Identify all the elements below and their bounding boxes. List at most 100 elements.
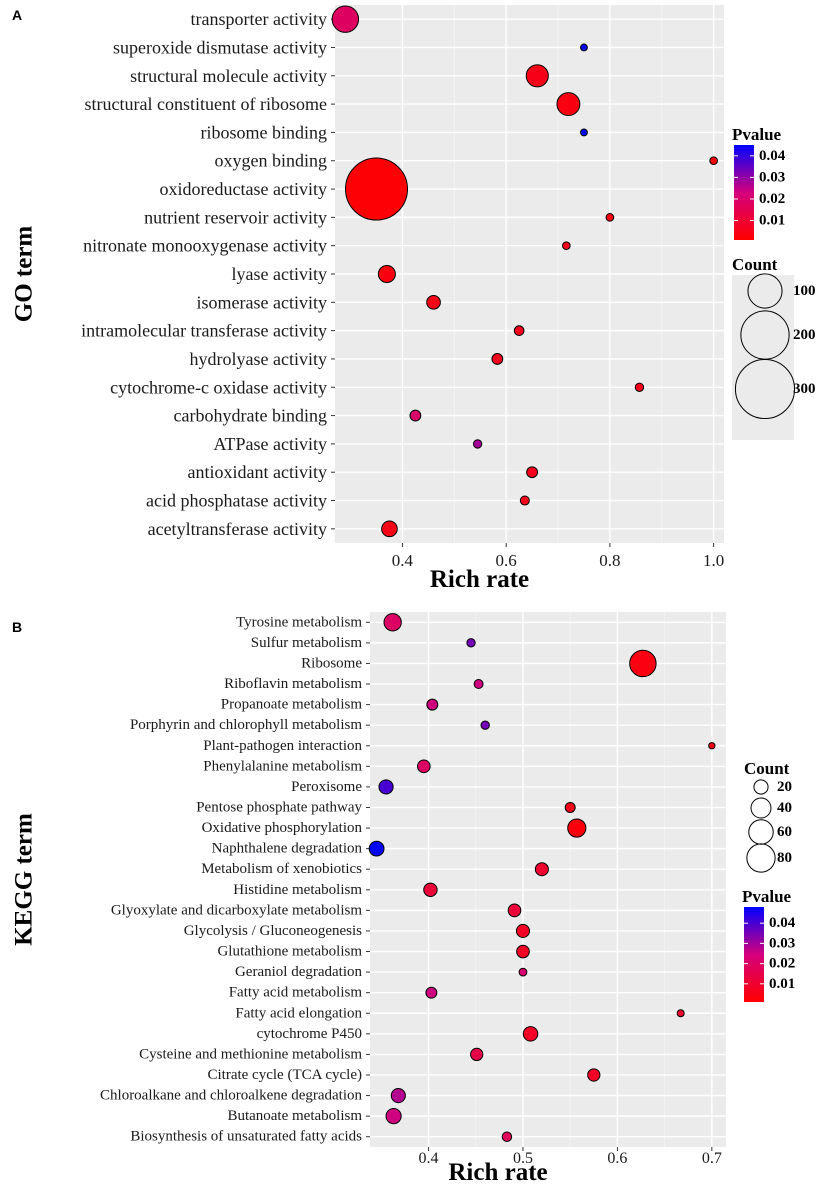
term-label: Metabolism of xenobiotics [201,861,362,877]
x-tick-label: 1.0 [703,551,724,570]
term-label: Oxidative phosphorylation [202,820,363,836]
data-point [368,840,385,857]
term-label: Citrate cycle (TCA cycle) [207,1067,362,1083]
term-label: Cysteine and methionine metabolism [139,1046,362,1062]
data-point [385,1108,402,1125]
data-point [472,439,483,449]
x-tick-label: 0.8 [599,551,620,570]
x-axis-title: Rich rate [430,566,529,593]
term-label: Phenylalanine metabolism [203,758,362,774]
data-point [634,382,645,392]
data-point [383,613,402,632]
data-point [522,1026,539,1042]
pvalue-legend-label: 0.04 [769,915,796,931]
pvalue-legend-label: 0.01 [759,213,785,229]
term-label: Ribosome [301,655,362,671]
data-point [491,353,504,365]
term-label: Chloroalkane and chloroalkene degradatio… [100,1088,362,1104]
term-label: antioxidant activity [188,462,327,482]
data-point [473,679,484,689]
term-label: nutrient reservoir activity [144,207,327,227]
term-label: oxygen binding [215,151,328,171]
term-label: cytochrome-c oxidase activity [110,377,327,397]
kegg-panel: 0.4 0.5 0.6 0.7 Tyrosine metabolism Sulfur me… [11,612,796,1186]
term-label: Peroxisome [291,779,362,795]
data-point [344,157,408,221]
data-point [526,466,538,479]
term-label: Pentose phosphate pathway [196,799,362,815]
go-panel: 0.4 0.6 0.8 1.0 transporter activity superoxi… [11,5,816,593]
term-label: Geraniol degradation [235,964,363,980]
count-legend-title: Count [744,759,790,778]
term-label: Fatty acid elongation [235,1005,362,1021]
count-legend-label: 20 [777,779,792,795]
count-legend-label: 80 [777,850,792,866]
data-point [556,92,581,117]
data-point [425,986,438,999]
x-axis-title: Rich rate [448,1159,547,1186]
x-tick-label: 0.4 [392,551,414,570]
pvalue-legend-title: Pvalue [732,125,782,144]
data-point [534,862,549,877]
term-label: hydrolyase activity [190,349,327,369]
term-label: Porphyrin and chlorophyll metabolism [130,717,362,733]
data-point [331,5,360,33]
x-tick-label: 0.6 [496,551,517,570]
count-legend-label: 40 [777,800,792,816]
x-tick-label: 0.5 [513,1150,533,1167]
term-label: isomerase activity [197,292,327,312]
data-point [423,882,438,897]
pvalue-colorbar [744,907,764,1002]
data-point [377,264,396,284]
term-label: cytochrome P450 [257,1026,362,1042]
pvalue-legend-label: 0.01 [769,976,795,992]
term-label: ribosome binding [201,122,328,142]
x-tick-label: 0.7 [702,1150,722,1167]
count-legend-label: 100 [793,283,816,299]
data-point [567,818,587,838]
count-legend-circle [746,843,776,873]
term-label: ATPase activity [214,434,327,454]
data-point [426,698,439,711]
term-label: Propanoate metabolism [221,697,363,713]
data-point [513,325,525,336]
count-legend-label: 300 [793,381,816,397]
x-tick-label: 0.4 [419,1150,439,1167]
term-label: Riboflavin metabolism [224,676,362,692]
term-label: Histidine metabolism [233,882,362,898]
term-label: Naphthalene degradation [212,841,363,857]
y-axis-title: GO term [11,226,38,323]
data-point [519,495,530,506]
pvalue-legend-label: 0.03 [759,169,785,185]
data-point [507,903,522,918]
data-point [580,128,588,137]
data-point [378,779,394,795]
pvalue-legend-label: 0.03 [769,935,795,951]
term-label: Butanoate metabolism [227,1108,362,1124]
data-point [516,944,530,959]
pvalue-legend-label: 0.04 [759,148,786,164]
data-point [409,409,422,422]
data-point [381,520,398,538]
count-legend-circle [747,273,783,309]
term-label: acid phosphatase activity [146,491,327,511]
panel-label: A [12,7,22,23]
term-label: Tyrosine metabolism [236,614,362,630]
term-label: nitronate monooxygenase activity [83,236,327,256]
term-label: intramolecular transferase activity [81,321,327,341]
count-legend-circle [748,819,774,845]
count-legend-circle [734,358,796,420]
term-label: Fatty acid metabolism [229,985,363,1001]
term-label: transporter activity [191,9,327,29]
data-point [605,213,615,222]
term-label: acetyltransferase activity [148,519,327,539]
term-label: Biosynthesis of unsaturated fatty acids [130,1129,362,1145]
term-label: Glutathione metabolism [217,944,362,960]
data-point [676,1009,685,1018]
count-legend-background [732,275,794,440]
pvalue-colorbar [734,145,754,240]
count-legend-circle [753,779,769,795]
count-legend-title: Count [732,255,778,274]
data-point [562,241,571,251]
data-point [564,801,576,813]
